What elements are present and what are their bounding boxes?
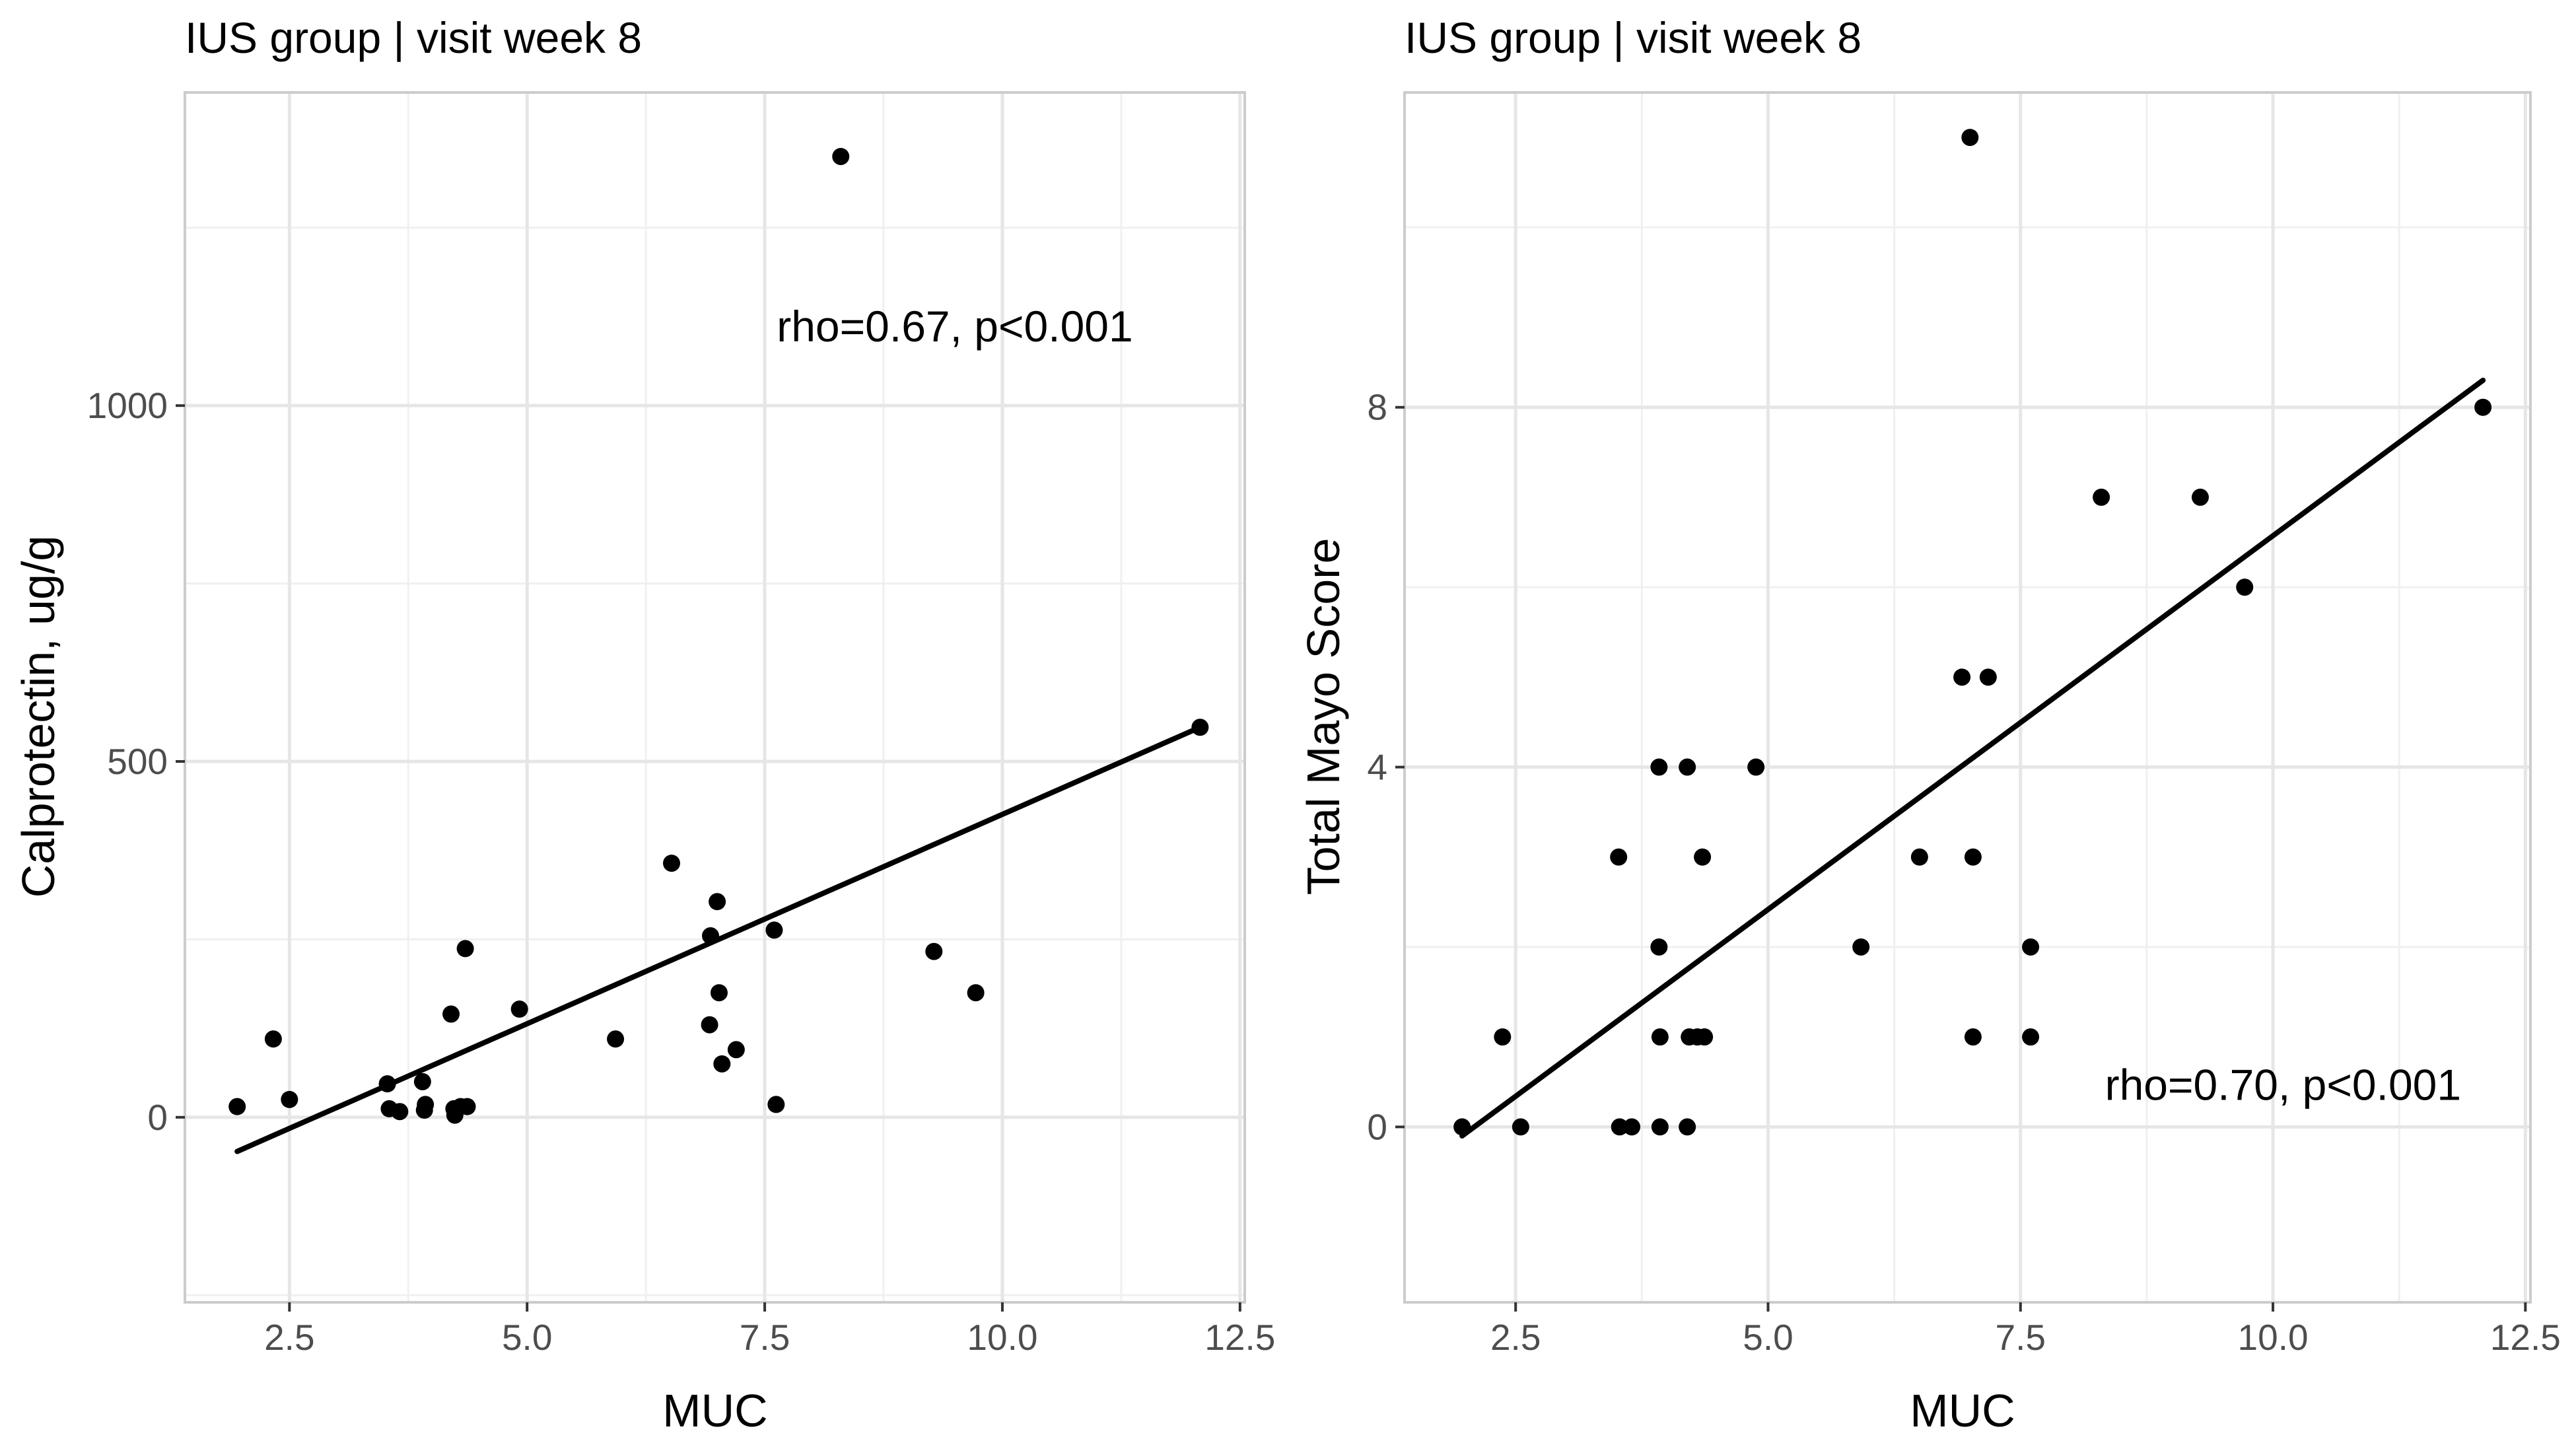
y-tick-label: 8 [1367, 387, 1387, 428]
data-point [702, 927, 720, 945]
data-point [2474, 398, 2492, 416]
y-tick-label: 0 [1367, 1106, 1387, 1147]
data-point [2191, 488, 2209, 506]
data-point [1611, 1118, 1628, 1136]
data-point [391, 1103, 409, 1121]
data-point [765, 921, 783, 939]
data-point [1650, 758, 1668, 776]
plot-area: 2.5 5.0 7.5 10.0 12.5 0 500 1000 rho=0.67, p<0.0… [87, 91, 1275, 1358]
data-point [417, 1096, 435, 1113]
data-point [767, 1096, 785, 1113]
data-point [1453, 1118, 1471, 1136]
data-point [1650, 938, 1668, 956]
x-axis-label: MUC [1910, 1385, 2015, 1436]
panel-title: IUS group | visit week 8 [185, 13, 642, 62]
data-point [456, 940, 474, 958]
regression-line [1459, 377, 2486, 1139]
data-point [925, 942, 943, 960]
data-point [701, 1016, 718, 1034]
data-point [1696, 1028, 1714, 1046]
data-point [709, 893, 726, 911]
data-point [2093, 488, 2110, 506]
data-point [1953, 668, 1971, 686]
data-point [2022, 938, 2040, 956]
data-point [832, 147, 850, 165]
data-point [413, 1072, 431, 1090]
data-point [1191, 719, 1209, 736]
data-point [228, 1098, 246, 1115]
data-point [727, 1041, 745, 1059]
data-point [1679, 758, 1696, 776]
y-tick-label: 0 [147, 1097, 168, 1138]
y-axis-label: Total Mayo Score [1298, 538, 1349, 896]
data-point [378, 1075, 396, 1093]
data-point [1747, 758, 1765, 776]
x-tick-label: 7.5 [1996, 1317, 2046, 1358]
x-tick-label: 10.0 [2238, 1317, 2309, 1358]
correlation-annotation: rho=0.70, p<0.001 [2105, 1061, 2461, 1109]
data-point [1964, 1028, 1982, 1046]
plot-area: 2.5 5.0 7.5 10.0 12.5 0 4 8 rho=0.70, p<0.001 [1367, 91, 2561, 1358]
data-point [2236, 579, 2254, 596]
data-point [442, 1005, 460, 1023]
data-point [1679, 1118, 1696, 1136]
data-point [1964, 848, 1982, 866]
correlation-annotation: rho=0.67, p<0.001 [777, 302, 1132, 351]
x-tick-label: 2.5 [264, 1317, 314, 1358]
panel-title: IUS group | visit week 8 [1405, 13, 1862, 62]
data-point [1979, 668, 1997, 686]
y-axis-label: Calprotectin, ug/g [13, 536, 64, 898]
x-tick-label: 5.0 [502, 1317, 552, 1358]
data-point [2022, 1028, 2040, 1046]
data-point [713, 1055, 731, 1072]
data-point [1623, 1118, 1641, 1136]
x-tick-label: 5.0 [1743, 1317, 1793, 1358]
data-point [458, 1098, 476, 1115]
x-tick-label: 10.0 [967, 1317, 1037, 1358]
data-point [967, 984, 985, 1002]
mayo-score-panel: IUS group | visit week 8 2.5 5.0 7.5 10.0 12… [1298, 13, 2561, 1436]
data-point [607, 1030, 625, 1048]
regression-line [234, 724, 1203, 1154]
data-point [1610, 848, 1628, 866]
y-tick-label: 1000 [87, 385, 168, 426]
x-axis-label: MUC [662, 1385, 767, 1436]
x-tick-label: 12.5 [2490, 1317, 2561, 1358]
y-tick-label: 4 [1367, 747, 1387, 788]
data-point [710, 984, 728, 1002]
data-point [264, 1030, 282, 1048]
data-point [1494, 1028, 1512, 1046]
panel-border [184, 91, 1246, 1304]
data-point [1651, 1028, 1669, 1046]
data-point [663, 855, 681, 872]
data-point [1852, 938, 1870, 956]
data-point [1961, 129, 1979, 147]
x-tick-label: 12.5 [1204, 1317, 1275, 1358]
panel-border [1403, 91, 2532, 1304]
data-point [510, 1001, 528, 1018]
data-point [1512, 1118, 1529, 1136]
y-tick-label: 500 [107, 741, 168, 782]
data-point [281, 1090, 298, 1108]
x-tick-label: 7.5 [740, 1317, 790, 1358]
data-point [1694, 848, 1712, 866]
calprotectin-panel: IUS group | visit week 8 2.5 5.0 7.5 10.0 12… [13, 13, 1275, 1436]
x-tick-label: 2.5 [1490, 1317, 1541, 1358]
data-point [1651, 1118, 1669, 1136]
data-point [1910, 848, 1928, 866]
